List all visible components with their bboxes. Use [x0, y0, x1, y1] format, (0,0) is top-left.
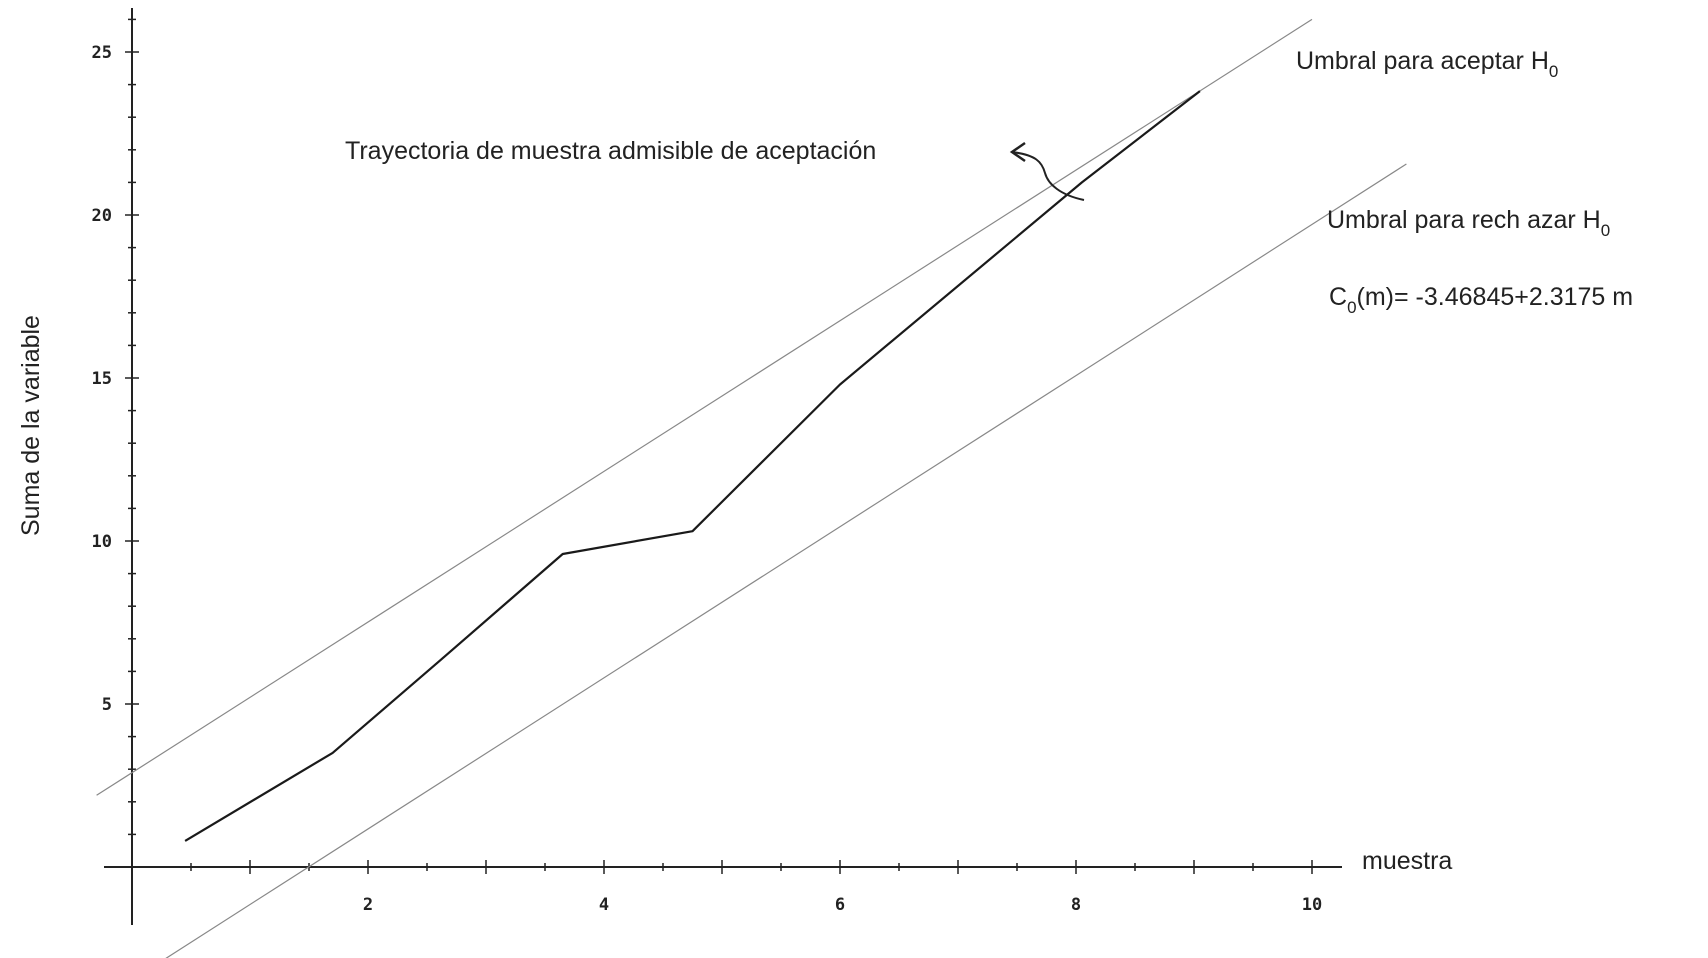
- trajectory-arrowhead: [1009, 141, 1026, 163]
- annotations: muestra Suma de la variable Trayectoria …: [17, 47, 1633, 875]
- y-tick-label: 15: [92, 369, 112, 389]
- accept-threshold-label: Umbral para aceptar H0: [1296, 47, 1558, 81]
- x-tick-label: 2: [363, 895, 373, 915]
- x-tick-label: 4: [599, 895, 609, 915]
- upper-threshold-line: [96, 18, 1313, 796]
- reject-threshold-text: Umbral para rech azar H: [1327, 206, 1601, 234]
- series: [96, 18, 1407, 958]
- accept-threshold-text: Umbral para aceptar H: [1296, 47, 1549, 75]
- x-tick-label: 10: [1302, 895, 1322, 915]
- equation-c: C: [1329, 283, 1347, 311]
- ticks: 2 4 6 8 10 5 10 15 20 25: [92, 18, 1322, 915]
- y-tick-label: 5: [102, 695, 112, 715]
- trajectory-arrow: [1011, 151, 1085, 201]
- x-tick-label: 6: [835, 895, 845, 915]
- y-tick-label: 25: [92, 43, 112, 63]
- lower-threshold-line: [165, 163, 1407, 958]
- x-tick-label: 8: [1071, 895, 1081, 915]
- accept-threshold-subscript: 0: [1549, 62, 1558, 81]
- reject-threshold-subscript: 0: [1601, 221, 1610, 240]
- equation-subscript: 0: [1347, 298, 1356, 317]
- equation-rest: (m)= -3.46845+2.3175 m: [1357, 283, 1634, 311]
- y-axis-label: Suma de la variable: [17, 315, 45, 536]
- equation-label: C0(m)= -3.46845+2.3175 m: [1329, 283, 1633, 317]
- trajectory-label: Trayectoria de muestra admisible de acep…: [345, 137, 876, 165]
- x-axis-label: muestra: [1362, 847, 1452, 875]
- sample-path-line: [184, 90, 1201, 842]
- y-tick-label: 10: [92, 532, 112, 552]
- reject-threshold-label: Umbral para rech azar H0: [1327, 206, 1610, 240]
- y-tick-label: 20: [92, 206, 112, 226]
